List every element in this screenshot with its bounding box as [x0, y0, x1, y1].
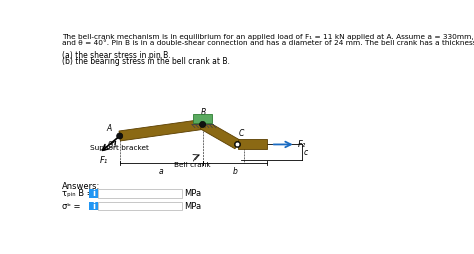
Text: (a) the shear stress in pin B.: (a) the shear stress in pin B.	[63, 51, 171, 60]
Polygon shape	[119, 119, 203, 141]
Text: and θ = 40°. Pin B is in a double-shear connection and has a diameter of 24 mm. : and θ = 40°. Pin B is in a double-shear …	[63, 40, 474, 46]
Text: (b) the bearing stress in the bell crank at B.: (b) the bearing stress in the bell crank…	[63, 57, 230, 67]
FancyBboxPatch shape	[89, 202, 98, 210]
FancyBboxPatch shape	[89, 189, 98, 198]
Circle shape	[235, 141, 241, 148]
Text: Bell crank: Bell crank	[174, 162, 210, 168]
Text: τₚᵢₙ B =: τₚᵢₙ B =	[63, 189, 94, 198]
Text: C: C	[239, 129, 245, 137]
Bar	[193, 114, 212, 123]
Text: F₂: F₂	[298, 140, 306, 149]
Text: θ: θ	[108, 141, 113, 150]
Text: The bell-crank mechanism is in equilibrium for an applied load of F₁ = 11 kN app: The bell-crank mechanism is in equilibri…	[63, 34, 474, 40]
Circle shape	[200, 121, 206, 128]
Text: b: b	[232, 167, 237, 176]
FancyBboxPatch shape	[98, 202, 182, 210]
FancyBboxPatch shape	[98, 189, 182, 198]
Polygon shape	[237, 139, 267, 149]
Text: Answers:: Answers:	[63, 182, 100, 191]
Text: B: B	[201, 108, 206, 118]
Text: a: a	[159, 167, 164, 176]
Text: i: i	[92, 201, 95, 211]
Circle shape	[117, 133, 123, 139]
Text: MPa: MPa	[184, 189, 201, 198]
Text: MPa: MPa	[184, 201, 201, 211]
Text: c: c	[304, 148, 309, 157]
Text: A: A	[107, 124, 112, 133]
Text: i: i	[92, 189, 95, 198]
Text: Support bracket: Support bracket	[90, 145, 149, 151]
Text: F₁: F₁	[100, 156, 108, 165]
Circle shape	[235, 142, 240, 147]
Text: σᵇ =: σᵇ =	[63, 201, 81, 211]
Polygon shape	[200, 120, 240, 149]
